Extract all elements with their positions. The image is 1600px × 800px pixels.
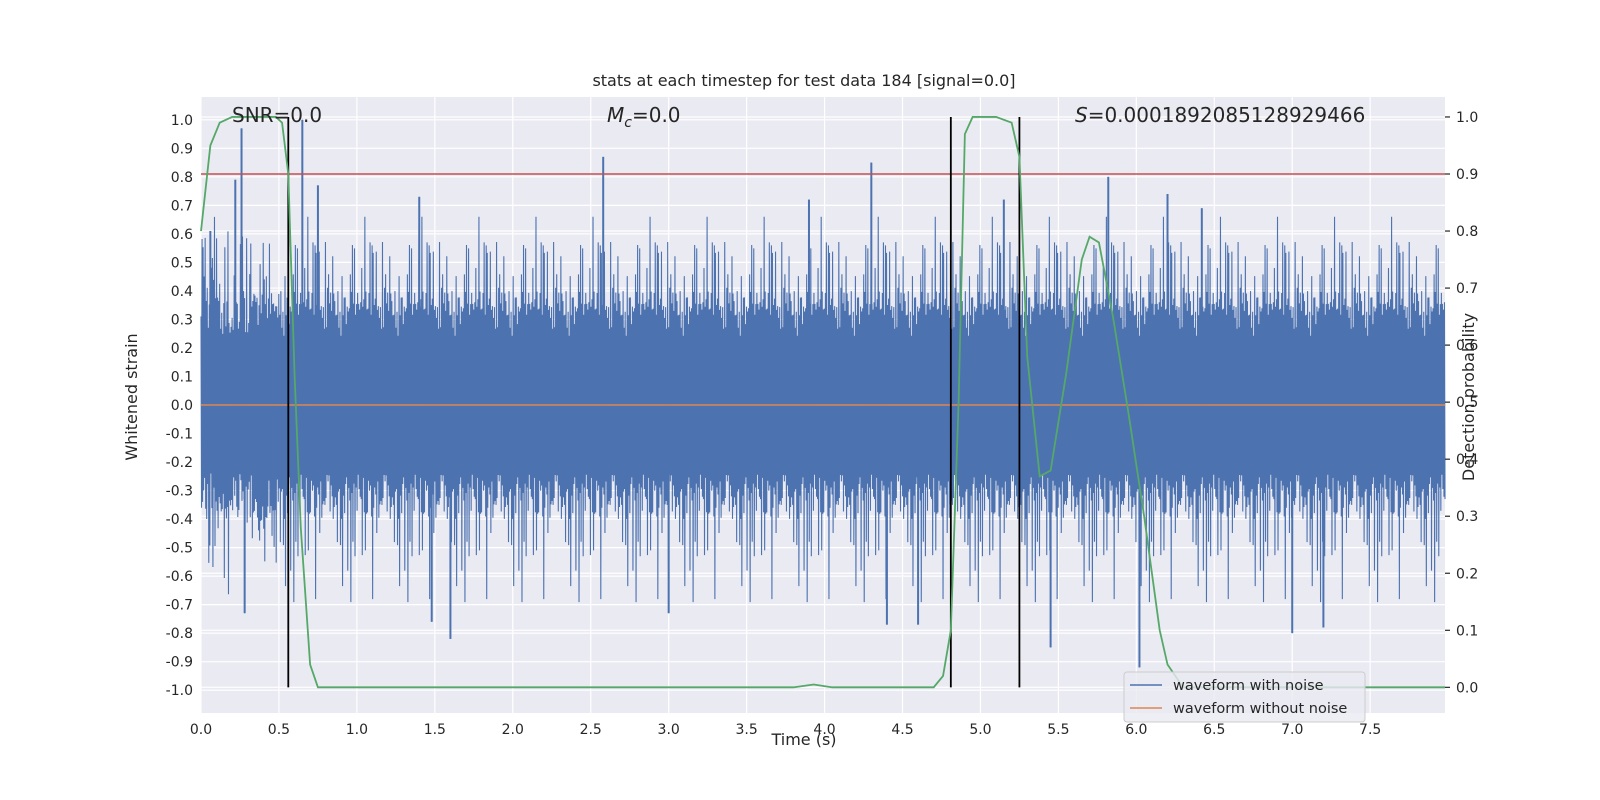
y2-tick-label: 0.6: [1456, 338, 1478, 354]
y2-tick-label: 0.5: [1456, 395, 1478, 411]
y2-tick-label: 0.9: [1456, 167, 1478, 183]
y2-tick-label: 0.0: [1456, 680, 1478, 696]
y2-tick-label: 1.0: [1456, 110, 1478, 126]
y-tick-label: 0.9: [171, 141, 193, 157]
chirp-mass-annotation: Mc=0.0: [607, 103, 681, 131]
y-tick-label: -1.0: [166, 683, 193, 699]
x-tick-label: 1.5: [424, 722, 446, 738]
y-tick-label: -0.7: [166, 598, 193, 614]
x-tick-label: 0.5: [268, 722, 290, 738]
y-tick-label: 0.6: [171, 227, 193, 243]
x-tick-label: 1.0: [346, 722, 368, 738]
y-tick-label: 0.2: [171, 341, 193, 357]
y2-tick-label: 0.4: [1456, 452, 1478, 468]
y-tick-label: 0.8: [171, 170, 193, 186]
y-tick-label: -0.4: [166, 512, 193, 528]
y2-tick-label: 0.2: [1456, 566, 1478, 582]
chirp-mass-symbol: M: [607, 103, 624, 127]
x-tick-label: 6.5: [1203, 722, 1225, 738]
x-axis-label: Time (s): [770, 730, 836, 749]
y-tick-label: -0.2: [166, 455, 193, 471]
y-tick-label: -0.5: [166, 541, 193, 557]
y2-tick-label: 0.7: [1456, 281, 1478, 297]
legend-box: [1123, 671, 1366, 723]
snr-annotation: SNR=0.0: [232, 103, 322, 127]
axes: 0.0 0.5 1.0 1.5 2.0 2.5 3.0 3.5 4.0 4.5 5.0 5.5 6.0 6…: [166, 110, 1479, 738]
x-tick-label: 3.0: [658, 722, 680, 738]
legend: waveform with noise waveform without noi…: [1123, 671, 1366, 723]
x-tick-label: 0.0: [190, 722, 212, 738]
chart-title: stats at each timestep for test data 184…: [592, 71, 1015, 90]
x-tick-label: 5.0: [969, 722, 991, 738]
x-tick-label: 6.0: [1125, 722, 1147, 738]
y-axis-label: Whitened strain: [122, 333, 141, 460]
y-tick-label: -0.9: [166, 655, 193, 671]
x-tick-label: 4.5: [891, 722, 913, 738]
y-tick-label: 0.1: [171, 369, 193, 385]
chirp-mass-value: =0.0: [632, 103, 681, 127]
s-statistic-annotation: S=0.0001892085128929466: [1075, 103, 1365, 127]
x-tick-label: 2.0: [502, 722, 524, 738]
vertical-markers: [287, 116, 1021, 688]
x-tick-label: 5.5: [1047, 722, 1069, 738]
s-statistic-symbol: S: [1075, 103, 1088, 127]
y-tick-label: 0.3: [171, 312, 193, 328]
y2-tick-label: 0.3: [1456, 509, 1478, 525]
y-tick-label: 1.0: [171, 113, 193, 129]
y-tick-label: 0.7: [171, 198, 193, 214]
x-tick-label: 7.5: [1359, 722, 1381, 738]
x-tick-label: 4.0: [813, 722, 835, 738]
s-statistic-value: =0.0001892085128929466: [1088, 103, 1366, 127]
series-detection-probability: [200, 116, 1445, 689]
y2-axis-label: Detection probability: [1459, 313, 1478, 481]
y-tick-label: -0.3: [166, 484, 193, 500]
x-tick-label: 7.0: [1281, 722, 1303, 738]
y-tick-label: 0.0: [171, 398, 193, 414]
legend-label-noisy: waveform with noise: [1173, 678, 1324, 694]
y-tick-label: -0.8: [166, 626, 193, 642]
y-tick-label: 0.5: [171, 255, 193, 271]
y-tick-label: -0.1: [166, 427, 193, 443]
chirp-mass-subscript: c: [624, 115, 632, 131]
y-tick-label: 0.4: [171, 284, 193, 300]
y2-tick-label: 0.1: [1456, 623, 1478, 639]
x-tick-label: 2.5: [580, 722, 602, 738]
y2-tick-label: 0.8: [1456, 224, 1478, 240]
detection-probability-line: [200, 116, 1445, 689]
x-tick-label: 3.5: [735, 722, 757, 738]
legend-label-clean: waveform without noise: [1173, 701, 1347, 717]
y-tick-label: -0.6: [166, 569, 193, 585]
